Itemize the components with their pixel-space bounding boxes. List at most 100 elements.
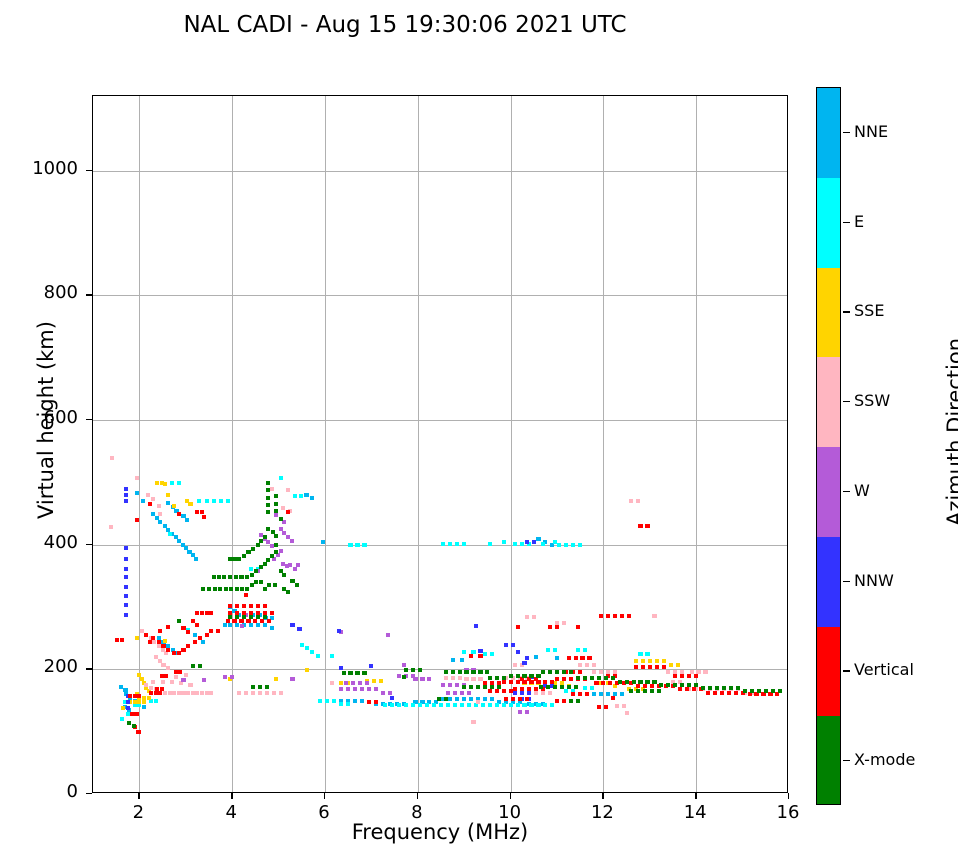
data-point bbox=[123, 699, 128, 704]
data-point bbox=[578, 542, 583, 547]
data-point bbox=[612, 670, 618, 674]
data-point bbox=[190, 553, 195, 558]
data-point bbox=[503, 676, 509, 681]
data-point bbox=[383, 703, 388, 707]
data-point bbox=[251, 684, 256, 689]
data-point bbox=[153, 691, 158, 696]
data-point bbox=[515, 703, 520, 707]
colorbar-tick bbox=[843, 490, 850, 493]
data-point bbox=[462, 684, 467, 689]
data-point bbox=[496, 684, 502, 689]
data-point bbox=[142, 704, 147, 709]
data-point bbox=[248, 566, 253, 571]
data-point bbox=[490, 681, 495, 686]
data-point bbox=[234, 615, 239, 620]
data-point bbox=[360, 698, 365, 703]
data-layer bbox=[93, 96, 787, 792]
data-point bbox=[728, 686, 734, 691]
data-point bbox=[735, 686, 741, 691]
data-point bbox=[297, 627, 302, 631]
data-point bbox=[274, 494, 279, 499]
data-point bbox=[374, 687, 379, 692]
data-point bbox=[269, 615, 274, 620]
data-point bbox=[204, 499, 209, 504]
data-point bbox=[274, 501, 279, 506]
data-point bbox=[378, 678, 383, 683]
data-point bbox=[554, 676, 560, 681]
data-point bbox=[554, 656, 560, 661]
data-point bbox=[251, 546, 256, 551]
colorbar-label-vertical: Vertical bbox=[854, 660, 914, 680]
data-point bbox=[341, 670, 346, 675]
colorbar-label: Azimuth Direction bbox=[943, 337, 958, 527]
data-point bbox=[161, 662, 166, 667]
data-point bbox=[240, 586, 245, 591]
data-point bbox=[266, 503, 271, 507]
data-point bbox=[274, 512, 279, 517]
data-point bbox=[390, 703, 395, 707]
data-point bbox=[151, 680, 156, 684]
data-point bbox=[329, 681, 335, 686]
data-point bbox=[278, 527, 283, 532]
x-tick bbox=[695, 793, 697, 799]
data-point bbox=[445, 703, 451, 707]
gridline-vertical bbox=[325, 96, 326, 792]
y-tick-label: 400 bbox=[43, 531, 78, 553]
data-point bbox=[687, 673, 692, 678]
data-point bbox=[503, 697, 509, 702]
data-point bbox=[538, 684, 543, 689]
x-tick bbox=[602, 793, 604, 799]
data-point bbox=[696, 670, 701, 674]
data-point bbox=[190, 618, 195, 623]
data-point bbox=[566, 656, 571, 661]
data-point bbox=[173, 670, 178, 674]
data-point bbox=[166, 643, 171, 648]
data-point bbox=[606, 681, 611, 686]
data-point bbox=[218, 586, 223, 591]
data-point bbox=[694, 673, 699, 678]
gridline-horizontal bbox=[93, 170, 787, 172]
colorbar-tick bbox=[843, 311, 850, 313]
data-point bbox=[136, 729, 141, 734]
data-point bbox=[698, 687, 703, 692]
data-point bbox=[125, 699, 130, 704]
data-point bbox=[284, 564, 290, 568]
data-point bbox=[654, 659, 659, 664]
data-point bbox=[543, 703, 548, 707]
colorbar-segment-sse bbox=[817, 267, 840, 358]
data-point bbox=[124, 499, 129, 504]
data-point bbox=[494, 703, 499, 707]
data-point bbox=[169, 531, 174, 536]
data-point bbox=[159, 687, 164, 692]
data-point bbox=[124, 556, 129, 561]
data-point bbox=[708, 686, 713, 691]
data-point bbox=[151, 512, 156, 517]
data-point bbox=[227, 615, 232, 620]
data-point bbox=[270, 530, 276, 535]
data-point bbox=[534, 701, 539, 706]
data-point bbox=[201, 640, 206, 645]
data-point bbox=[575, 676, 580, 681]
data-point bbox=[166, 666, 171, 671]
data-point bbox=[346, 698, 351, 703]
data-point bbox=[320, 539, 325, 544]
data-point bbox=[229, 586, 234, 591]
data-point bbox=[501, 680, 506, 684]
data-point bbox=[550, 684, 555, 689]
data-point bbox=[487, 541, 492, 546]
data-point bbox=[336, 628, 341, 633]
data-point bbox=[355, 670, 360, 675]
data-point bbox=[200, 611, 205, 616]
data-point bbox=[318, 698, 323, 703]
x-tick bbox=[416, 793, 419, 799]
data-point bbox=[522, 673, 527, 678]
data-point bbox=[142, 695, 147, 700]
data-point bbox=[629, 689, 634, 694]
data-point bbox=[413, 676, 418, 681]
data-point bbox=[550, 703, 555, 707]
data-point bbox=[135, 491, 140, 496]
data-point bbox=[262, 535, 267, 540]
data-point bbox=[427, 676, 432, 681]
data-point bbox=[531, 539, 536, 544]
data-point bbox=[548, 690, 553, 695]
